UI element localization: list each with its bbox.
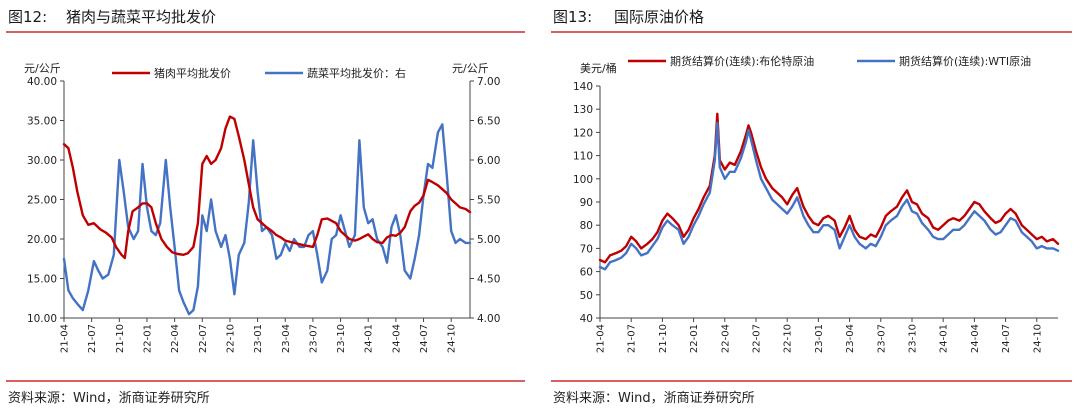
left-x-ticks: 21-04 21-07 21-10 22-01 22-04 22-07 22-10 23-01… xyxy=(60,318,458,353)
oil-y-tick-label: 90 xyxy=(580,197,593,209)
left-x-tick-label: 21-07 xyxy=(87,324,98,353)
right-source: 资料来源：Wind，浙商证券研究所 xyxy=(553,390,755,406)
legend-label-brent: 期货结算价(连续):布伦特原油 xyxy=(670,54,814,68)
left-x-tick-label: 21-04 xyxy=(60,324,71,353)
left-y-tick-label: 25.00 xyxy=(27,195,57,207)
right-x-tick-label: 21-04 xyxy=(596,324,607,353)
legend-label-wti: 期货结算价(连续):WTI原油 xyxy=(899,54,1031,68)
left-y-tick-label: 15.00 xyxy=(27,274,57,286)
right-x-tick-label: 21-10 xyxy=(658,324,669,353)
left-x-tick-label: 23-10 xyxy=(336,324,347,353)
left-series xyxy=(62,115,472,316)
oil-y-tick-label: 140 xyxy=(573,81,593,93)
series-line-0-1 xyxy=(62,123,472,316)
left-y-tick-label: 20.00 xyxy=(27,234,57,246)
left-y-tick-label: 10.00 xyxy=(27,313,57,325)
legend-label-vegetable: 蔬菜平均批发价：右 xyxy=(307,66,406,80)
left-x-tick-label: 23-04 xyxy=(281,324,292,353)
left-x-tick-label: 22-04 xyxy=(170,324,181,353)
right-x-tick-label: 24-01 xyxy=(939,324,950,353)
right-x-tick-label: 24-07 xyxy=(1001,324,1012,353)
right-x-tick-label: 22-01 xyxy=(689,324,700,353)
left-figure-title: 猪肉与蔬菜平均批发价 xyxy=(66,8,216,26)
right-y-unit: 元/公斤 xyxy=(452,62,489,75)
left-y-ticks: 10.00 15.00 20.00 25.00 30.00 35.00 40.00 xyxy=(27,76,64,325)
right-x-tick-label: 22-04 xyxy=(720,324,731,353)
right-figure-label: 图13: xyxy=(553,8,592,26)
oil-y-tick-label: 110 xyxy=(573,151,593,163)
right-x-tick-label: 23-04 xyxy=(845,324,856,353)
series-line-1-0 xyxy=(598,112,1060,264)
oil-series xyxy=(598,112,1060,271)
right-x-tick-label: 24-04 xyxy=(970,324,981,353)
left-x-tick-label: 22-01 xyxy=(142,324,153,353)
series-line-0-0 xyxy=(62,115,472,260)
right-x-tick-label: 23-01 xyxy=(814,324,825,353)
left-y-tick-label: 30.00 xyxy=(27,155,57,167)
left-x-tick-label: 23-07 xyxy=(308,324,319,353)
right-y-tick-label: 6.00 xyxy=(477,155,500,167)
right-figure-title: 国际原油价格 xyxy=(614,8,704,26)
oil-y-tick-label: 60 xyxy=(580,267,593,279)
right-y-ticks: 4.00 4.50 5.00 5.50 6.00 6.50 7.00 xyxy=(470,76,500,325)
right-x-tick-label: 21-07 xyxy=(627,324,638,353)
series-line-1-1 xyxy=(598,121,1060,271)
right-y-tick-label: 6.50 xyxy=(477,116,500,128)
right-y-tick-label: 4.50 xyxy=(477,274,500,286)
left-source: 资料来源：Wind，浙商证券研究所 xyxy=(8,390,210,406)
left-y-unit: 元/公斤 xyxy=(24,62,61,75)
right-y-tick-label: 4.00 xyxy=(477,313,500,325)
oil-y-tick-label: 80 xyxy=(580,220,593,232)
oil-y-unit: 美元/桶 xyxy=(580,61,617,75)
left-y-tick-label: 40.00 xyxy=(27,76,57,88)
left-x-tick-label: 24-01 xyxy=(364,324,375,353)
oil-y-tick-label: 100 xyxy=(573,174,593,186)
right-y-tick-label: 5.50 xyxy=(477,195,500,207)
right-y-tick-label: 5.00 xyxy=(477,234,500,246)
oil-y-tick-label: 70 xyxy=(580,243,593,255)
left-x-tick-label: 22-10 xyxy=(225,324,236,353)
right-x-tick-label: 22-07 xyxy=(751,324,762,353)
left-x-tick-label: 22-07 xyxy=(198,324,209,353)
right-y-tick-label: 7.00 xyxy=(477,76,500,88)
left-x-tick-label: 21-10 xyxy=(115,324,126,353)
right-x-tick-label: 23-10 xyxy=(907,324,918,353)
oil-y-tick-label: 130 xyxy=(573,104,593,116)
oil-y-tick-label: 40 xyxy=(580,313,593,325)
legend-label-pork: 猪肉平均批发价 xyxy=(154,66,231,80)
oil-y-ticks: 40 50 60 70 80 90 100 110 120 130 140 xyxy=(573,81,600,325)
oil-y-tick-label: 120 xyxy=(573,127,593,139)
left-x-tick-label: 23-01 xyxy=(253,324,264,353)
right-x-tick-label: 22-10 xyxy=(783,324,794,353)
left-x-tick-label: 24-04 xyxy=(391,324,402,353)
left-x-tick-label: 24-07 xyxy=(419,324,430,353)
oil-x-ticks: 21-04 21-07 21-10 22-01 22-04 22-07 22-10 23-01… xyxy=(596,318,1043,353)
oil-y-tick-label: 50 xyxy=(580,290,593,302)
left-y-tick-label: 35.00 xyxy=(27,116,57,128)
right-x-tick-label: 24-10 xyxy=(1032,324,1043,353)
left-chart: 元/公斤 元/公斤 10.00 15.00 20.00 25.00 30.00 35.00… xyxy=(24,62,500,353)
left-x-tick-label: 24-10 xyxy=(447,324,458,353)
left-figure-label: 图12: xyxy=(8,8,47,26)
right-x-tick-label: 23-07 xyxy=(876,324,887,353)
